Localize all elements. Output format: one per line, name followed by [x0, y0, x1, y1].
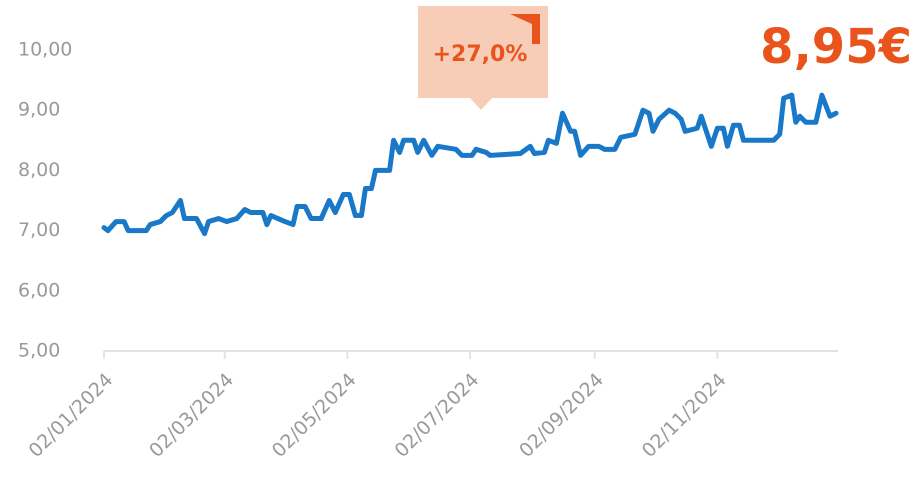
y-tick-label: 6,00 [18, 279, 60, 301]
y-tick-label: 9,00 [18, 99, 60, 121]
up-arrow-icon [510, 14, 540, 44]
y-tick-label: 8,00 [18, 159, 60, 181]
x-tick-label: 02/05/2024 [268, 369, 361, 462]
x-tick-label: 02/01/2024 [24, 369, 117, 462]
x-tick-label: 02/07/2024 [390, 369, 483, 462]
change-label: +27,0% [433, 42, 528, 67]
x-tick-label: 02/09/2024 [515, 369, 608, 462]
badge-pointer [470, 98, 492, 110]
price-line [101, 92, 839, 237]
x-tick-label: 02/03/2024 [145, 369, 238, 462]
x-tick-label: 02/11/2024 [638, 369, 731, 462]
y-tick-label: 7,00 [18, 219, 60, 241]
y-tick-label: 5,00 [18, 340, 60, 362]
last-price: 8,95€ [760, 19, 912, 75]
y-tick-label: 10,00 [18, 39, 72, 61]
